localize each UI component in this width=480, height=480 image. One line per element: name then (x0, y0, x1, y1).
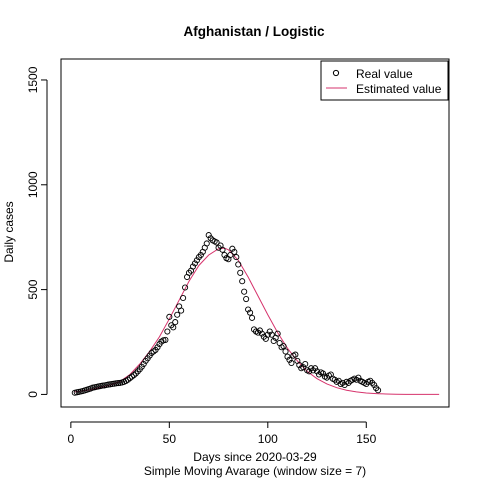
x-tick-label: 100 (258, 432, 278, 446)
real-value-point (140, 360, 147, 368)
real-value-point (284, 353, 291, 360)
y-tick-label: 1500 (26, 66, 40, 93)
real-value-point (270, 337, 277, 345)
real-value-point (237, 269, 244, 276)
real-value-point (227, 251, 234, 259)
real-value-point (205, 232, 212, 239)
real-value-point (245, 306, 252, 313)
chart-title: Afghanistan / Logistic (183, 24, 324, 39)
y-tick-label: 0 (26, 391, 40, 398)
real-value-point (313, 368, 321, 375)
real-value-point (174, 311, 181, 318)
real-value-point (191, 260, 198, 267)
real-value-point (213, 239, 220, 246)
real-value-point (113, 380, 120, 387)
real-value-point (248, 314, 256, 321)
real-value-point (130, 372, 137, 379)
estimated-value-line (74, 247, 440, 395)
real-value-point (134, 368, 141, 375)
real-value-point (172, 319, 179, 326)
real-value-point (170, 324, 177, 331)
legend-estimated-value-label: Estimated value (356, 82, 442, 96)
real-value-point (189, 263, 197, 270)
real-value-point (166, 313, 173, 320)
real-value-point (241, 288, 248, 295)
real-value-point (280, 343, 287, 350)
real-value-point (258, 330, 265, 337)
real-value-point (178, 307, 185, 314)
real-value-point (197, 251, 204, 259)
real-value-point (243, 295, 250, 303)
x-axis-sublabel: Simple Moving Avarage (window size = 7) (144, 464, 366, 478)
real-value-point (124, 376, 132, 383)
real-value-point (239, 278, 246, 285)
real-value-point (247, 309, 254, 316)
real-value-point (164, 328, 171, 335)
real-value-point (154, 344, 161, 351)
x-tick-label: 0 (68, 432, 75, 446)
real-value-point (109, 380, 116, 387)
real-value-point (105, 381, 112, 388)
y-axis-ticks: 0 500 1000 1500 (26, 66, 47, 398)
x-axis-label: Days since 2020-03-29 (193, 450, 317, 464)
real-value-point (182, 284, 189, 291)
real-value-point (264, 331, 271, 338)
y-axis-label: Daily cases (2, 201, 16, 262)
real-value-point (266, 328, 273, 335)
real-value-point (282, 348, 289, 355)
y-tick-label: 500 (26, 279, 40, 299)
x-axis-ticks: 0 50 100 150 (68, 422, 377, 446)
real-value-point (99, 382, 106, 389)
real-value-point (256, 327, 263, 334)
real-value-point (306, 368, 313, 375)
real-value-point (310, 367, 317, 374)
real-value-point (203, 240, 210, 247)
x-tick-label: 150 (356, 432, 376, 446)
real-value-point (193, 257, 200, 264)
real-value-point (231, 248, 238, 255)
real-value-point (331, 376, 338, 383)
real-value-point (345, 379, 352, 386)
x-tick-label: 50 (163, 432, 177, 446)
real-value-point (367, 377, 374, 384)
real-value-point (308, 365, 315, 372)
real-value-series (71, 232, 382, 396)
real-value-point (371, 381, 378, 389)
real-value-point (292, 351, 299, 358)
real-value-point (286, 356, 293, 363)
real-value-point (302, 360, 309, 368)
real-value-point (180, 294, 187, 302)
real-value-point (162, 336, 169, 343)
real-value-point (229, 245, 236, 252)
real-value-point (268, 331, 275, 338)
real-value-point (115, 380, 122, 387)
real-value-point (219, 246, 226, 253)
real-value-point (221, 251, 228, 259)
legend: Real value Estimated value (320, 60, 449, 101)
real-value-point (355, 374, 362, 381)
real-value-point (274, 330, 281, 337)
real-value-point (375, 387, 382, 394)
real-value-point (288, 359, 295, 367)
legend-real-value-symbol (332, 69, 340, 77)
plot-frame (60, 58, 450, 408)
real-value-point (312, 365, 319, 372)
real-value-point (235, 261, 242, 268)
real-value-point (300, 364, 307, 371)
y-tick-label: 1000 (26, 171, 40, 198)
real-value-point (319, 370, 327, 377)
estimated-value-series (74, 247, 440, 395)
legend-box (320, 60, 449, 101)
legend-real-value-label: Real value (356, 67, 413, 81)
real-value-point (233, 254, 240, 261)
